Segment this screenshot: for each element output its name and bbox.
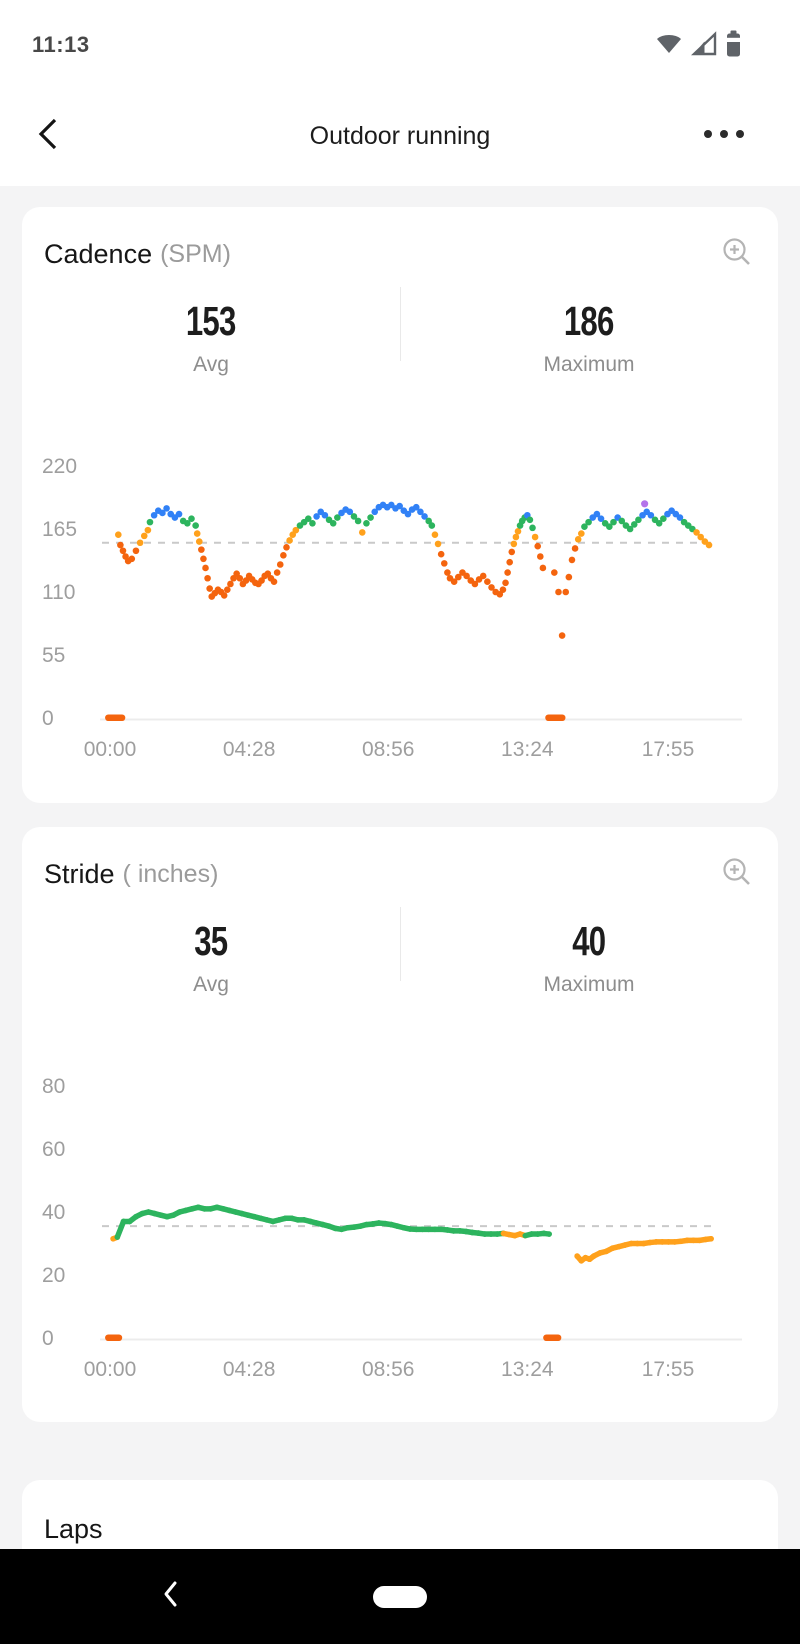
stride-card-header: Stride ( inches) [44, 851, 756, 897]
svg-text:08:56: 08:56 [362, 738, 415, 761]
stride-avg-stat: 35 Avg [22, 905, 400, 1025]
nav-back-chevron-icon [161, 1579, 181, 1614]
svg-text:220: 220 [42, 455, 77, 478]
wifi-icon [654, 31, 684, 62]
laps-card[interactable]: Laps [22, 1480, 778, 1549]
stride-unit: ( inches) [122, 859, 219, 888]
nav-home-pill[interactable] [373, 1586, 427, 1608]
svg-text:60: 60 [42, 1138, 65, 1161]
svg-text:13:24: 13:24 [501, 738, 554, 761]
status-bar: 11:13 [0, 0, 800, 70]
stride-stats: 35 Avg 40 Maximum [22, 905, 778, 1025]
cadence-avg-label: Avg [193, 353, 229, 376]
top-bar: 11:13 [0, 0, 800, 186]
app-bar: Outdoor running [0, 100, 800, 172]
svg-text:13:24: 13:24 [501, 1358, 554, 1381]
stride-title: Stride [44, 858, 115, 889]
more-menu-button[interactable] [700, 122, 748, 150]
stride-avg-value: 35 [194, 918, 228, 964]
page-title: Outdoor running [309, 121, 491, 150]
back-chevron-icon [35, 112, 61, 161]
zoom-in-magnifier-icon [721, 856, 753, 893]
cadence-max-stat: 186 Maximum [400, 285, 778, 405]
zoom-in-magnifier-icon [721, 236, 753, 273]
svg-text:20: 20 [42, 1264, 65, 1287]
cadence-card: Cadence (SPM) 153 Avg 186 Maximum 220 165… [22, 207, 778, 803]
laps-title: Laps [44, 1513, 103, 1544]
stride-chart[interactable]: 80 60 40 20 0 00:00 04:28 08:56 13:24 17:55 [22, 1030, 778, 1410]
stride-max-value: 40 [572, 918, 606, 964]
svg-text:55: 55 [42, 644, 65, 667]
stats-divider [400, 907, 401, 981]
svg-text:17:55: 17:55 [642, 738, 695, 761]
cadence-avg-stat: 153 Avg [22, 285, 400, 405]
svg-text:04:28: 04:28 [223, 1358, 276, 1381]
battery-icon [725, 29, 742, 63]
stats-divider [400, 287, 401, 361]
back-button[interactable] [30, 114, 66, 158]
cell-signal-icon [691, 30, 718, 62]
svg-text:110: 110 [42, 581, 75, 604]
stride-avg-label: Avg [193, 973, 229, 996]
cadence-avg-value: 153 [186, 298, 236, 344]
status-icons [654, 29, 742, 63]
svg-text:165: 165 [42, 518, 77, 541]
svg-text:0: 0 [42, 1327, 54, 1350]
cadence-expand-button[interactable] [718, 235, 756, 273]
stride-max-label: Maximum [543, 973, 635, 996]
cadence-stats: 153 Avg 186 Maximum [22, 285, 778, 405]
system-nav-bar [0, 1549, 800, 1644]
nav-back-button[interactable] [158, 1581, 184, 1611]
cadence-max-label: Maximum [543, 353, 635, 376]
svg-text:04:28: 04:28 [223, 738, 276, 761]
ellipsis-icon [702, 127, 746, 145]
stride-expand-button[interactable] [718, 855, 756, 893]
cadence-card-header: Cadence (SPM) [44, 231, 756, 277]
svg-text:40: 40 [42, 1201, 65, 1224]
svg-text:00:00: 00:00 [84, 738, 137, 761]
svg-text:08:56: 08:56 [362, 1358, 415, 1381]
cadence-max-value: 186 [564, 298, 614, 344]
stride-max-stat: 40 Maximum [400, 905, 778, 1025]
status-time: 11:13 [32, 32, 90, 57]
svg-text:0: 0 [42, 707, 54, 730]
cadence-chart[interactable]: 220 165 110 55 0 00:00 04:28 08:56 13:24 17:55 [22, 410, 778, 790]
svg-text:17:55: 17:55 [642, 1358, 695, 1381]
svg-text:80: 80 [42, 1075, 65, 1098]
cadence-unit: (SPM) [160, 239, 231, 268]
cadence-title: Cadence [44, 238, 153, 269]
stride-card: Stride ( inches) 35 Avg 40 Maximum 80 60 4… [22, 827, 778, 1422]
svg-text:00:00: 00:00 [84, 1358, 137, 1381]
